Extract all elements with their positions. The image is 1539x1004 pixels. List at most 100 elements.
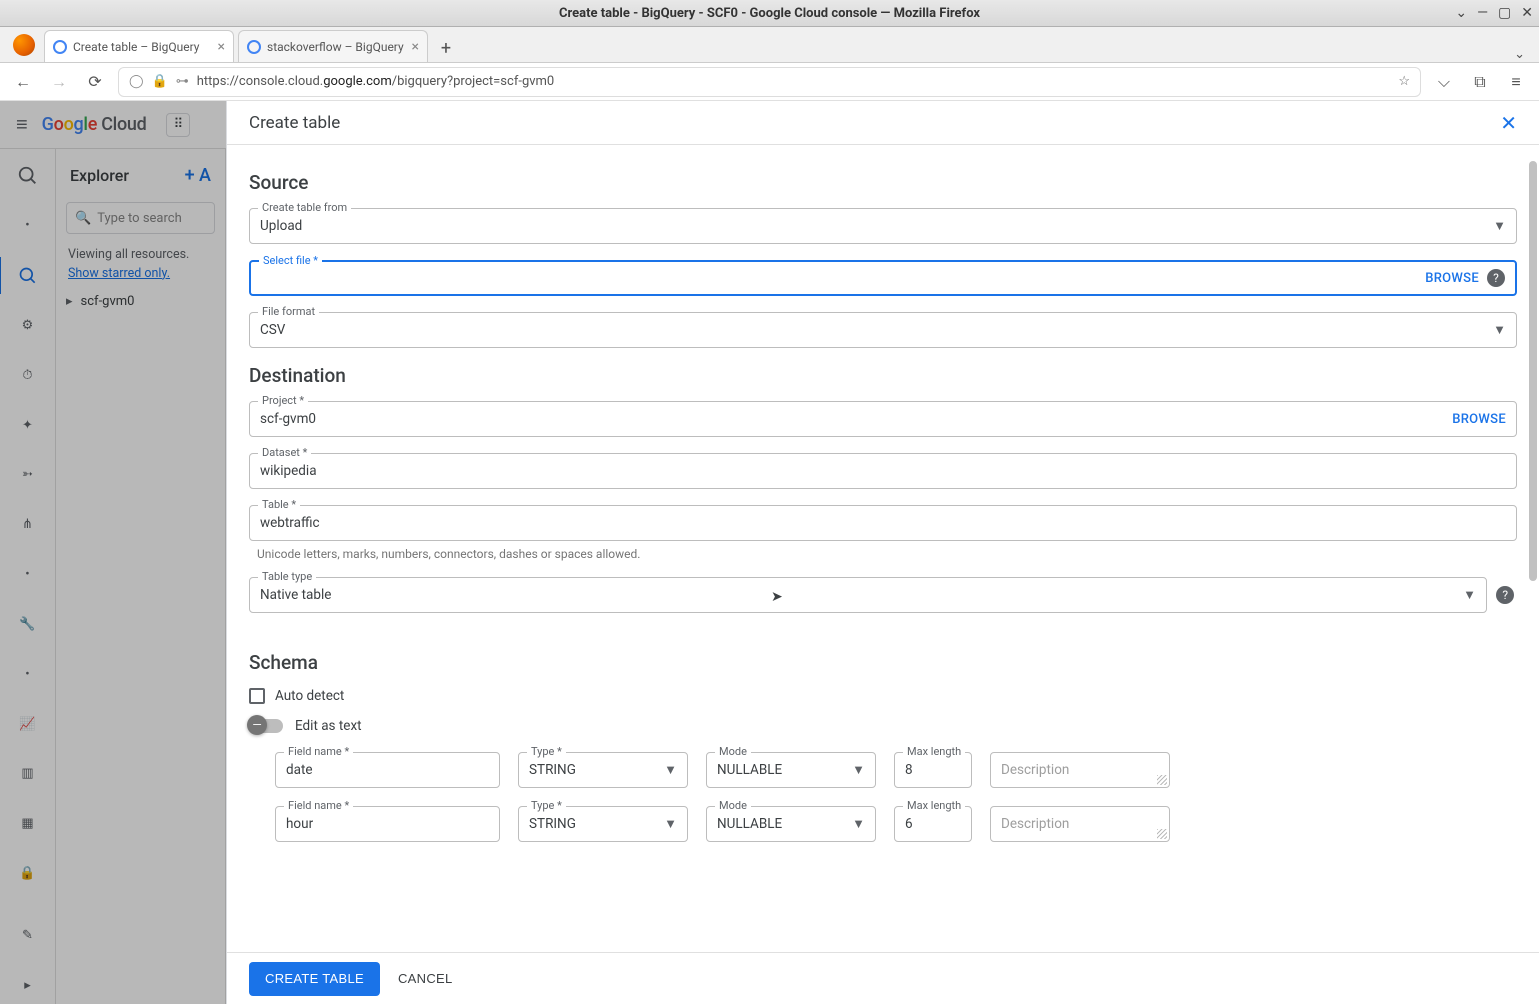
field-value: STRING <box>529 762 664 778</box>
field-description-input[interactable]: Description <box>990 806 1170 842</box>
field-label: Max length <box>903 799 965 812</box>
toggle-label: Edit as text <box>295 718 362 734</box>
bookmark-icon[interactable]: ☆ <box>1398 74 1410 89</box>
table-hint: Unicode letters, marks, numbers, connect… <box>257 547 1517 561</box>
field-type-select[interactable]: Type * STRING ▼ <box>518 806 688 842</box>
nav-back-button[interactable]: ← <box>10 69 36 95</box>
window-minimize2-icon[interactable]: — <box>1477 5 1488 21</box>
browser-tab-active[interactable]: Create table – BigQuery × <box>44 30 234 62</box>
destination-heading: Destination <box>249 364 1517 387</box>
field-value: hour <box>286 816 489 832</box>
toggle-knob-icon: — <box>247 715 267 735</box>
browser-toolbar: ← → ⟳ ◯ 🔒 ⊶ https://console.cloud.google… <box>0 63 1539 101</box>
field-value: Upload <box>260 218 1493 234</box>
permissions-icon: ⊶ <box>176 74 189 89</box>
help-icon[interactable]: ? <box>1487 269 1505 287</box>
panel-body: Source Create table from Upload ▼ Select… <box>227 145 1539 952</box>
tab-title: Create table – BigQuery <box>73 40 199 54</box>
field-label: Mode <box>715 799 751 812</box>
dropdown-icon: ▼ <box>852 762 865 778</box>
tab-favicon-icon <box>247 40 261 54</box>
edit-as-text-toggle[interactable]: — Edit as text <box>249 718 1517 734</box>
field-description-input[interactable]: Description <box>990 752 1170 788</box>
field-mode-select[interactable]: Mode NULLABLE ▼ <box>706 806 876 842</box>
url-text: https://console.cloud.google.com/bigquer… <box>197 74 555 89</box>
browse-project-button[interactable]: BROWSE <box>1452 412 1506 427</box>
nav-reload-button[interactable]: ⟳ <box>82 69 108 95</box>
browser-tabrow: Create table – BigQuery × stackoverflow … <box>0 27 1539 63</box>
tab-title: stackoverflow – BigQuery <box>267 40 404 54</box>
field-label: File format <box>258 305 319 318</box>
window-close-icon[interactable]: ✕ <box>1521 5 1533 21</box>
tab-favicon-icon <box>53 40 67 54</box>
field-value: webtraffic <box>260 515 1506 531</box>
field-label: Table type <box>258 570 316 583</box>
project-input[interactable]: Project * scf-gvm0 BROWSE <box>249 401 1517 437</box>
create-table-button[interactable]: CREATE TABLE <box>249 962 380 996</box>
browse-file-button[interactable]: BROWSE <box>1425 271 1479 286</box>
field-label: Field name * <box>284 799 353 812</box>
cancel-button[interactable]: CANCEL <box>398 971 453 986</box>
create-from-select[interactable]: Create table from Upload ▼ <box>249 208 1517 244</box>
field-maxlength-input[interactable]: Max length 8 <box>894 752 972 788</box>
schema-row: Field name * hour Type * STRING ▼ Mode N… <box>249 806 1517 842</box>
field-maxlength-input[interactable]: Max length 6 <box>894 806 972 842</box>
table-type-select[interactable]: Table type Native table ▼ <box>249 577 1487 613</box>
field-value: NULLABLE <box>717 762 852 778</box>
field-value: STRING <box>529 816 664 832</box>
url-input[interactable]: ◯ 🔒 ⊶ https://console.cloud.google.com/b… <box>118 67 1421 97</box>
tabs-overflow-icon[interactable]: ⌄ <box>1500 47 1539 62</box>
window-minimize-icon[interactable]: ⌄ <box>1455 5 1467 21</box>
window-titlebar: Create table - BigQuery - SCF0 - Google … <box>0 0 1539 27</box>
file-format-select[interactable]: File format CSV ▼ <box>249 312 1517 348</box>
field-value: Native table <box>260 587 1463 603</box>
extensions-icon[interactable]: ⧉ <box>1467 69 1493 95</box>
dataset-input[interactable]: Dataset * wikipedia <box>249 453 1517 489</box>
resize-handle-icon[interactable] <box>1157 829 1167 839</box>
field-value: 6 <box>905 816 961 832</box>
schema-heading: Schema <box>249 651 1517 674</box>
field-value: scf-gvm0 <box>260 411 1452 427</box>
field-label: Create table from <box>258 201 351 214</box>
field-label: Table * <box>258 498 300 511</box>
app-menu-icon[interactable]: ≡ <box>1503 69 1529 95</box>
pocket-icon[interactable]: ⌵ <box>1431 69 1457 95</box>
checkbox-label: Auto detect <box>275 688 344 704</box>
window-maximize-icon[interactable]: ▢ <box>1498 5 1511 21</box>
dropdown-icon: ▼ <box>1493 218 1506 234</box>
dropdown-icon: ▼ <box>1493 322 1506 338</box>
schema-row: Field name * date Type * STRING ▼ Mode N… <box>249 752 1517 788</box>
toggle-track: — <box>249 719 283 733</box>
field-name-input[interactable]: Field name * date <box>275 752 500 788</box>
field-value: date <box>286 762 489 778</box>
help-icon[interactable]: ? <box>1496 586 1514 604</box>
new-tab-button[interactable]: + <box>432 34 460 62</box>
select-file-input[interactable]: Select file * BROWSE ? <box>249 260 1517 296</box>
panel-title: Create table <box>249 113 340 133</box>
field-name-input[interactable]: Field name * hour <box>275 806 500 842</box>
dropdown-icon: ▼ <box>852 816 865 832</box>
field-label: Type * <box>527 745 566 758</box>
field-placeholder: Description <box>1001 762 1159 778</box>
field-label: Mode <box>715 745 751 758</box>
field-label: Select file * <box>259 254 322 267</box>
panel-close-button[interactable]: ✕ <box>1500 111 1517 135</box>
field-label: Max length <box>903 745 965 758</box>
tab-close-icon[interactable]: × <box>412 39 419 55</box>
nav-forward-button: → <box>46 69 72 95</box>
checkbox-icon <box>249 688 265 704</box>
auto-detect-checkbox[interactable]: Auto detect <box>249 688 1517 704</box>
field-value: 8 <box>905 762 961 778</box>
panel-scrollbar[interactable] <box>1529 161 1537 581</box>
dropdown-icon: ▼ <box>664 816 677 832</box>
lock-icon: 🔒 <box>152 74 168 89</box>
field-value: CSV <box>260 322 1493 338</box>
browser-tab-inactive[interactable]: stackoverflow – BigQuery × <box>238 30 428 62</box>
tab-close-icon[interactable]: × <box>218 39 225 55</box>
resize-handle-icon[interactable] <box>1157 775 1167 785</box>
dropdown-icon: ▼ <box>664 762 677 778</box>
field-type-select[interactable]: Type * STRING ▼ <box>518 752 688 788</box>
field-placeholder: Description <box>1001 816 1159 832</box>
field-mode-select[interactable]: Mode NULLABLE ▼ <box>706 752 876 788</box>
table-input[interactable]: Table * webtraffic <box>249 505 1517 541</box>
